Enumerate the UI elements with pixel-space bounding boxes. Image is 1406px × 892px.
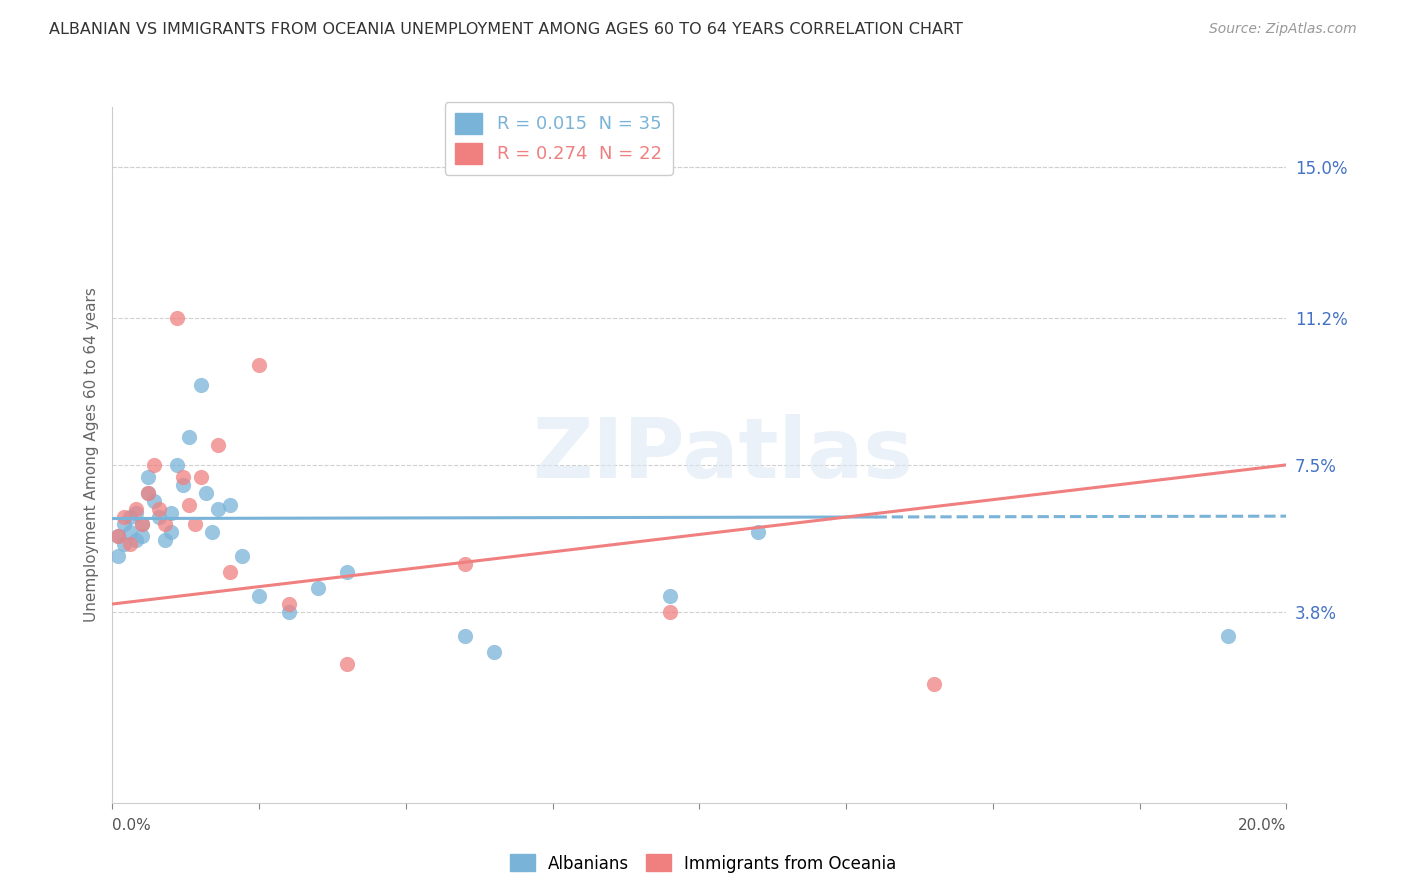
Point (142, 493, 165, 508)
Point (453, 558, 475, 572)
Point (142, 458, 165, 472)
Point (125, 533, 148, 548)
Point (482, 645, 505, 659)
Point (277, 597, 299, 611)
Point (112, 509, 135, 524)
Point (307, 581, 329, 595)
Point (136, 485, 159, 500)
Point (125, 501, 148, 516)
Point (155, 533, 177, 548)
Point (177, 498, 200, 512)
Point (172, 477, 194, 491)
Text: ZIPatlas: ZIPatlas (533, 415, 914, 495)
Point (201, 525, 224, 540)
Point (131, 529, 153, 543)
Point (136, 470, 159, 484)
Point (190, 470, 212, 484)
Point (247, 359, 270, 373)
Legend: Albanians, Immigrants from Oceania: Albanians, Immigrants from Oceania (503, 847, 903, 880)
Point (336, 657, 359, 671)
Point (166, 458, 188, 472)
Y-axis label: Unemployment Among Ages 60 to 64 years: Unemployment Among Ages 60 to 64 years (83, 287, 98, 623)
Point (1216, 629, 1239, 643)
Point (231, 549, 253, 564)
Point (112, 517, 135, 532)
Point (924, 676, 946, 690)
Point (166, 310, 188, 325)
Point (107, 549, 129, 564)
Point (453, 629, 475, 643)
Point (160, 506, 183, 520)
Point (107, 529, 129, 543)
Point (131, 517, 153, 532)
Legend: R = 0.015  N = 35, R = 0.274  N = 22: R = 0.015 N = 35, R = 0.274 N = 22 (444, 103, 672, 175)
Point (131, 517, 153, 532)
Point (747, 525, 769, 540)
Point (172, 470, 194, 484)
Point (659, 605, 682, 619)
Point (190, 378, 212, 392)
Point (218, 498, 242, 512)
Point (247, 589, 270, 603)
Point (195, 485, 218, 500)
Point (277, 605, 299, 619)
Point (120, 509, 142, 524)
Text: Source: ZipAtlas.com: Source: ZipAtlas.com (1209, 22, 1357, 37)
Text: 20.0%: 20.0% (1239, 818, 1286, 833)
Point (183, 517, 205, 532)
Point (155, 517, 177, 532)
Point (136, 485, 159, 500)
Point (207, 501, 229, 516)
Point (125, 506, 148, 520)
Point (112, 537, 135, 551)
Point (148, 509, 170, 524)
Point (120, 525, 142, 540)
Point (218, 565, 242, 579)
Point (160, 525, 183, 540)
Point (659, 589, 682, 603)
Point (148, 501, 170, 516)
Point (107, 529, 129, 543)
Point (177, 430, 200, 444)
Point (207, 438, 229, 452)
Text: ALBANIAN VS IMMIGRANTS FROM OCEANIA UNEMPLOYMENT AMONG AGES 60 TO 64 YEARS CORRE: ALBANIAN VS IMMIGRANTS FROM OCEANIA UNEM… (49, 22, 963, 37)
Point (120, 537, 142, 551)
Point (336, 565, 359, 579)
Text: 0.0%: 0.0% (112, 818, 152, 833)
